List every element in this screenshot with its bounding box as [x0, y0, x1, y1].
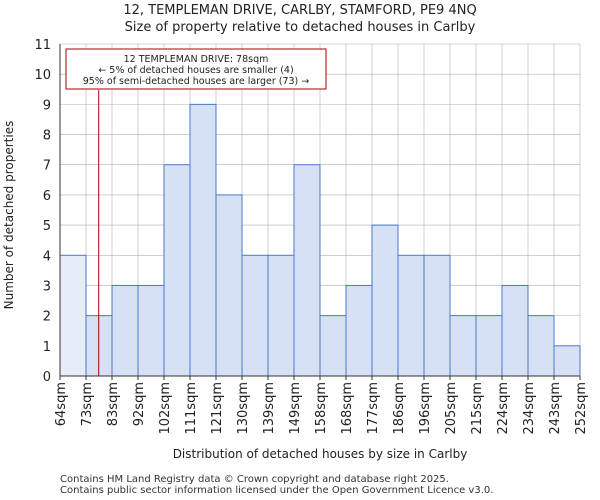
histogram-bar [59, 254, 87, 377]
x-tick-label: 186sqm [392, 382, 407, 435]
histogram-bar [501, 284, 529, 377]
x-tick-label: 102sqm [158, 382, 173, 435]
histogram-bar [553, 345, 581, 377]
histogram-chart: 0 1 2 3 4 5 6 7 8 9 10 11 64sqm 73sqm 83sqm 92sqm 102sq… [2, 38, 589, 461]
y-tick-label: 8 [43, 129, 51, 144]
annotation-line-3: 95% of semi-detached houses are larger (… [83, 76, 310, 87]
x-tick-label: 121sqm [210, 382, 225, 435]
histogram-bar [111, 284, 139, 377]
footer-licence: Contains public sector information licen… [60, 485, 494, 496]
x-tick-label: 111sqm [184, 382, 199, 435]
x-tick-label: 92sqm [132, 382, 147, 426]
y-tick-label: 7 [43, 159, 51, 174]
x-tick-label: 196sqm [418, 382, 433, 435]
histogram-bar [241, 254, 269, 377]
histogram-bar [345, 284, 373, 377]
chart-subtitle: Size of property relative to detached ho… [124, 20, 476, 35]
x-tick-label: 64sqm [54, 382, 69, 426]
chart-title: 12, TEMPLEMAN DRIVE, CARLBY, STAMFORD, P… [123, 3, 477, 18]
y-axis-label: Number of detached properties [2, 121, 16, 310]
histogram-bar [137, 284, 165, 377]
annotation-line-2: ← 5% of detached houses are smaller (4) [98, 65, 293, 76]
y-tick-label: 11 [34, 38, 51, 53]
x-tick-label: 224sqm [496, 382, 511, 435]
y-tick-label: 1 [43, 340, 51, 355]
histogram-bar [319, 315, 347, 377]
x-tick-label: 205sqm [444, 382, 459, 435]
x-tick-label: 149sqm [288, 382, 303, 435]
histogram-bar [215, 194, 243, 377]
annotation-box: 12 TEMPLEMAN DRIVE: 78sqm ← 5% of detach… [65, 48, 327, 90]
histogram-bar [293, 164, 321, 377]
x-tick-label: 130sqm [236, 382, 251, 435]
y-tick-label: 5 [43, 219, 51, 234]
x-tick-label: 158sqm [314, 382, 329, 435]
x-tick-label: 83sqm [106, 382, 121, 426]
histogram-bar [397, 254, 425, 377]
histogram-bar [423, 254, 451, 377]
histogram-bar [449, 315, 477, 377]
y-tick-label: 6 [43, 189, 51, 204]
histogram-bar [163, 164, 191, 377]
x-tick-label: 73sqm [80, 382, 95, 426]
histogram-bar [475, 315, 503, 377]
y-tick-label: 9 [43, 98, 51, 113]
y-tick-label: 2 [43, 310, 51, 325]
footer-copyright: Contains HM Land Registry data © Crown c… [60, 474, 449, 485]
histogram-bar [267, 254, 295, 377]
x-axis-label: Distribution of detached houses by size … [173, 447, 468, 461]
y-tick-label: 3 [43, 279, 51, 294]
annotation-line-1: 12 TEMPLEMAN DRIVE: 78sqm [124, 54, 269, 65]
x-tick-label: 234sqm [522, 382, 537, 435]
histogram-bar [527, 315, 555, 377]
x-tick-label: 139sqm [262, 382, 277, 435]
x-tick-label: 215sqm [470, 382, 485, 435]
y-tick-label: 10 [34, 68, 51, 83]
x-tick-label: 243sqm [548, 382, 563, 435]
y-tick-label: 4 [43, 249, 51, 264]
x-tick-label: 252sqm [574, 382, 589, 435]
y-tick-label: 0 [43, 370, 51, 385]
histogram-bar [189, 103, 217, 377]
x-tick-label: 177sqm [366, 382, 381, 435]
x-tick-label: 168sqm [340, 382, 355, 435]
histogram-bar [371, 224, 399, 377]
